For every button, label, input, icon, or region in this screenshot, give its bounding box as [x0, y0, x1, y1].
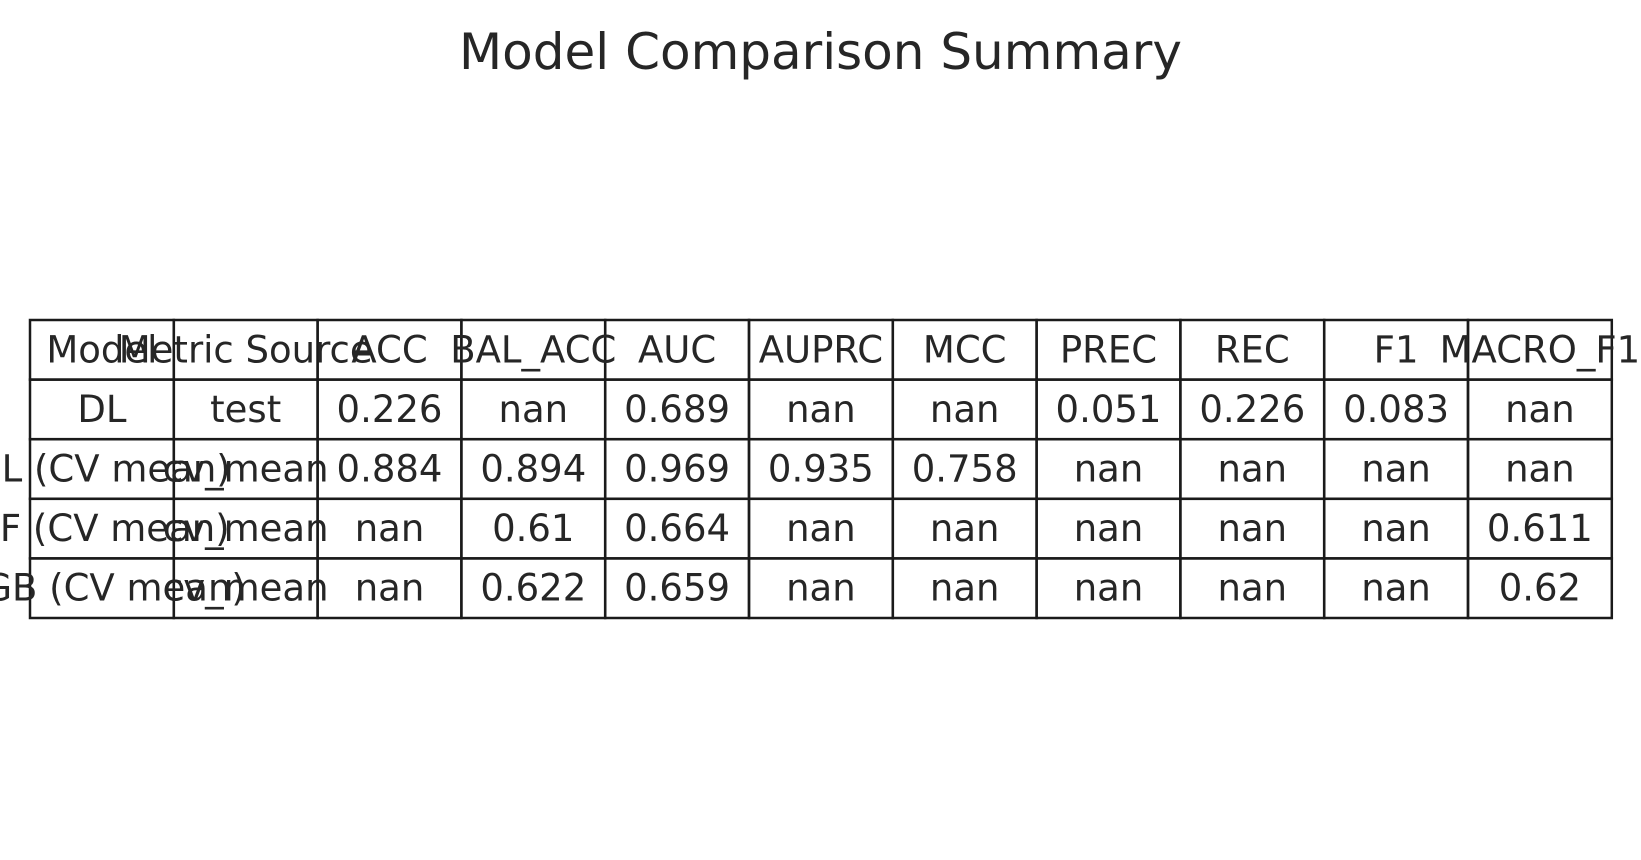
table-cell-value: nan — [786, 567, 856, 610]
table-cell-value: 0.226 — [337, 388, 443, 431]
table-cell-value: nan — [930, 388, 1000, 431]
table-cell-value: 0.61 — [492, 507, 574, 550]
table-cell-value: 0.051 — [1056, 388, 1162, 431]
column-header-label: MCC — [923, 328, 1007, 371]
table-cell-value: nan — [1218, 448, 1288, 491]
table-cell-value: nan — [1074, 567, 1144, 610]
table-cell-value: 0.611 — [1487, 507, 1593, 550]
table-cell-value: 0.894 — [480, 448, 586, 491]
column-header-label: ACC — [351, 328, 427, 371]
table-cell-value: nan — [355, 567, 425, 610]
table-cell-value: cv_mean — [163, 567, 329, 610]
column-header-label: F1 — [1374, 328, 1419, 371]
table-cell-value: nan — [1074, 448, 1144, 491]
table-cell-value: 0.969 — [624, 448, 730, 491]
table-cell-value: 0.622 — [480, 567, 586, 610]
table-cell-value: nan — [786, 388, 856, 431]
table-cell-value: 0.935 — [768, 448, 874, 491]
table-cell-value: cv_mean — [163, 448, 329, 491]
column-header-label: AUC — [638, 328, 716, 371]
table-cell-value: nan — [355, 507, 425, 550]
table-cell-value: nan — [786, 507, 856, 550]
table-cell-value: 0.62 — [1499, 567, 1581, 610]
table-cell-value: 0.689 — [624, 388, 730, 431]
table-cell-value: nan — [1218, 567, 1288, 610]
column-header-label: MACRO_F1 — [1440, 328, 1641, 371]
column-header-label: AUPRC — [759, 328, 883, 371]
table-cell-value: nan — [1505, 388, 1575, 431]
table-cell-value: nan — [1361, 507, 1431, 550]
column-header-label: Model — [46, 328, 157, 371]
table-cell-value: cv_mean — [163, 507, 329, 550]
table-cell-value: nan — [499, 388, 569, 431]
column-header-label: Metric Source — [119, 328, 373, 371]
table-cell-value: RF (CV mean) — [0, 507, 230, 550]
table-cell-value: nan — [1218, 507, 1288, 550]
chart-title: Model Comparison Summary — [459, 23, 1182, 81]
table-cell-value: nan — [1505, 448, 1575, 491]
table-cell-value: 0.664 — [624, 507, 730, 550]
table-cell-value: 0.226 — [1199, 388, 1305, 431]
table-cell-value: nan — [930, 507, 1000, 550]
table-cell-value: XGB (CV mean) — [0, 567, 246, 610]
column-header-label: REC — [1215, 328, 1290, 371]
table-cell — [1466, 557, 1614, 620]
table-cell-value: nan — [1361, 448, 1431, 491]
table-cell-value: DL (CV mean) — [0, 448, 231, 491]
table-cell-value: nan — [1074, 507, 1144, 550]
table-cell-value: nan — [930, 567, 1000, 610]
table-cell-value: nan — [1361, 567, 1431, 610]
table-cell-value: 0.884 — [337, 448, 443, 491]
table-cell-value: 0.083 — [1343, 388, 1449, 431]
column-header-label: BAL_ACC — [450, 328, 616, 371]
table-cell-value: test — [210, 388, 281, 431]
table-cell-value: DL — [77, 388, 126, 431]
table-cell-value: 0.758 — [912, 448, 1018, 491]
column-header-label: PREC — [1060, 328, 1157, 371]
table-cell-value: 0.659 — [624, 567, 730, 610]
